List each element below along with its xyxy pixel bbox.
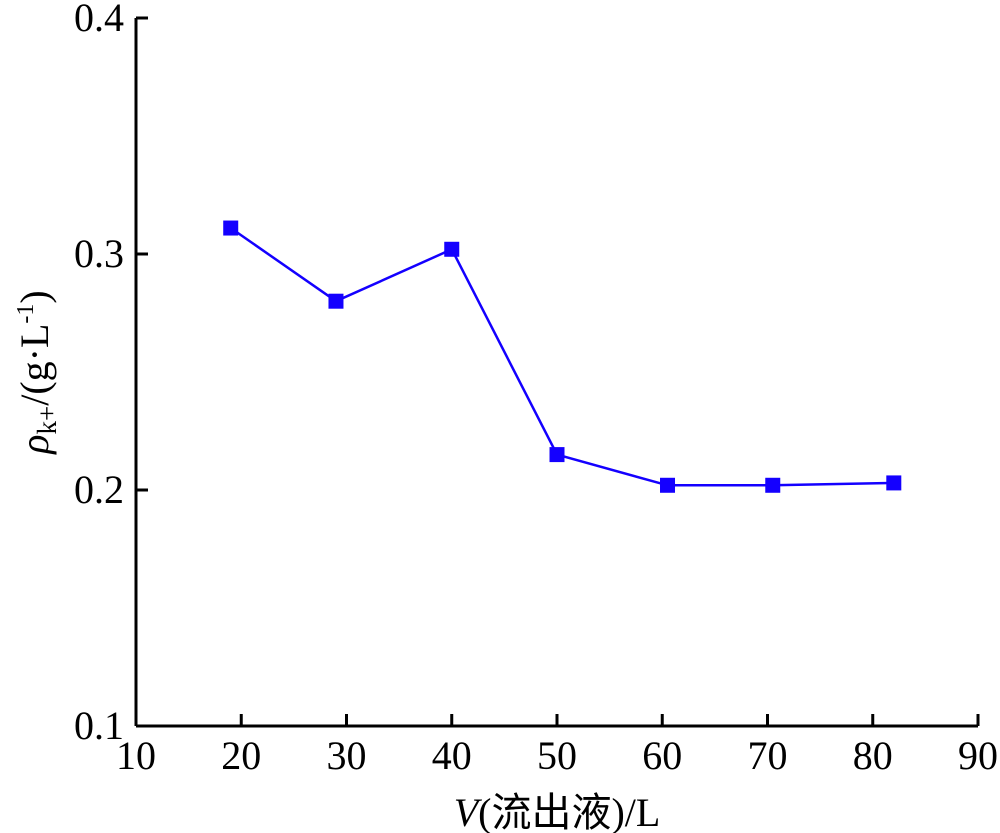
y-axis-title: ρk+/(g·L-1) <box>12 290 62 455</box>
x-tick-label: 90 <box>958 733 998 778</box>
plot-area <box>223 220 902 493</box>
x-tick-label: 70 <box>748 733 788 778</box>
data-point-marker <box>328 293 344 309</box>
y-axis-title-close: ) <box>12 290 57 303</box>
y-tick-label: 0.1 <box>74 703 124 748</box>
data-point-marker <box>660 477 676 493</box>
y-tick-label: 0.2 <box>74 467 124 512</box>
data-point-marker <box>223 220 239 236</box>
x-axis-title-variable: V <box>454 790 483 833</box>
x-axis-title-text: (流出液)/L <box>478 790 660 833</box>
x-tick-label: 10 <box>116 733 156 778</box>
x-axis-title: V(流出液)/L <box>454 790 661 833</box>
tick-marks <box>134 16 980 728</box>
y-axis-title-superscript: -1 <box>13 304 39 324</box>
series-line <box>229 226 894 487</box>
y-tick-label: 0.3 <box>74 231 124 276</box>
y-axis-title-unit: /(g·L <box>12 324 57 406</box>
x-tick-label: 40 <box>432 733 472 778</box>
x-tick-label: 20 <box>221 733 261 778</box>
y-axis-title-subscript: k+ <box>32 406 62 435</box>
data-point-marker <box>444 241 460 257</box>
x-tick-label: 80 <box>853 733 893 778</box>
x-tick-label: 50 <box>537 733 577 778</box>
y-axis-title-rho: ρ <box>12 435 57 456</box>
y-tick-label: 0.4 <box>74 0 124 40</box>
tick-labels: 10 20 30 40 50 60 70 80 90 0.1 0.2 0.3 0.4 <box>74 0 998 778</box>
x-tick-label: 60 <box>642 733 682 778</box>
axes <box>134 18 978 728</box>
x-tick-label: 30 <box>327 733 367 778</box>
data-point-marker <box>549 447 565 463</box>
data-point-marker <box>765 477 781 493</box>
data-point-marker <box>886 475 902 491</box>
